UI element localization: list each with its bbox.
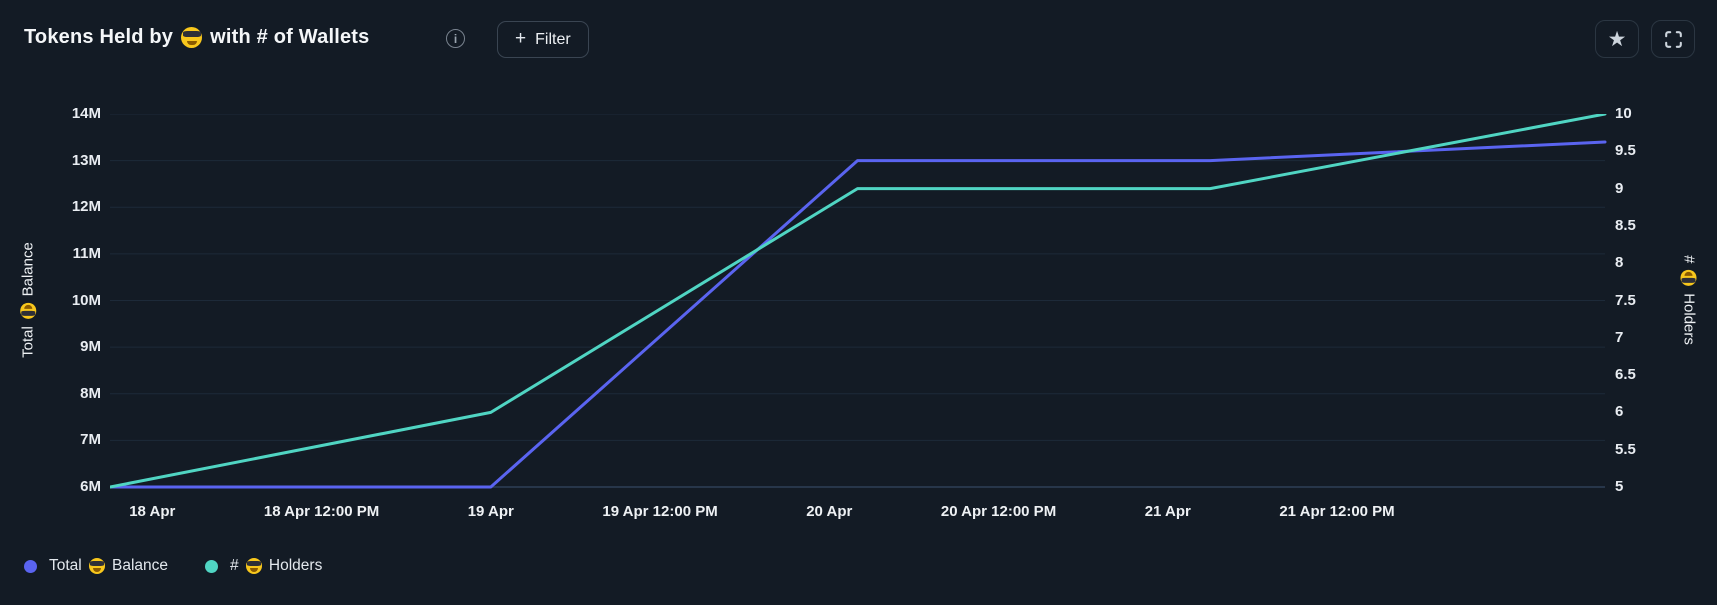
y-tick-right: 6.5 bbox=[1615, 366, 1636, 384]
sunglasses-emoji bbox=[20, 303, 36, 320]
legend-dot-holders bbox=[205, 559, 219, 573]
x-tick: 18 Apr 12:00 PM bbox=[263, 503, 380, 520]
filter-button-label: Filter bbox=[535, 30, 571, 48]
y-tick-left: 9M bbox=[80, 338, 101, 356]
y-tick-right: 8.5 bbox=[1615, 216, 1636, 234]
filter-button[interactable]: + Filter bbox=[497, 21, 589, 58]
x-tick: 19 Apr 12:00 PM bbox=[602, 503, 718, 520]
legend-label-total-balance: Total Balance bbox=[49, 557, 168, 575]
legend-item-holders[interactable]: # Holders bbox=[205, 557, 322, 575]
title-text-prefix: Tokens Held by bbox=[24, 26, 174, 48]
y-tick-left: 11M bbox=[72, 244, 101, 262]
x-tick: 18 Apr bbox=[129, 503, 176, 520]
star-icon: ★ bbox=[1607, 27, 1627, 51]
legend-text: Balance bbox=[112, 557, 169, 574]
y-tick-right: 7 bbox=[1615, 328, 1624, 346]
y-tick-left: 8M bbox=[80, 384, 101, 402]
x-tick: 21 Apr bbox=[1144, 503, 1191, 520]
x-tick: 21 Apr 12:00 PM bbox=[1279, 503, 1395, 520]
x-tick: 20 Apr bbox=[806, 503, 853, 520]
y-tick-left: 10M bbox=[71, 291, 101, 309]
y-tick-right: 6 bbox=[1615, 403, 1624, 421]
y-tick-left: 6M bbox=[80, 478, 101, 495]
legend-item-total-balance[interactable]: Total Balance bbox=[24, 557, 168, 575]
y-tick-right: 8 bbox=[1615, 254, 1624, 272]
fullscreen-corners-icon bbox=[1664, 30, 1682, 48]
y-tick-left: 13M bbox=[71, 151, 101, 169]
right-axis-title-prefix: # bbox=[1680, 255, 1698, 264]
plot-canvas bbox=[110, 114, 1607, 489]
legend-label-holders: # Holders bbox=[230, 557, 322, 575]
y-tick-right: 5.5 bbox=[1615, 440, 1636, 458]
sunglasses-emoji bbox=[245, 557, 262, 575]
y-tick-left: 7M bbox=[80, 431, 101, 449]
legend-text: Holders bbox=[268, 557, 323, 574]
x-tick: 19 Apr bbox=[467, 503, 514, 520]
legend-dot-total-balance bbox=[24, 559, 37, 573]
y-tick-left: 14M bbox=[71, 105, 101, 122]
y-tick-right: 5 bbox=[1615, 478, 1624, 495]
y-tick-right: 7.5 bbox=[1615, 291, 1636, 309]
right-axis-title: # Holders bbox=[1681, 255, 1698, 345]
y-tick-left: 12M bbox=[71, 198, 101, 216]
expand-button[interactable] bbox=[1651, 20, 1695, 58]
right-axis-title-suffix: Holders bbox=[1680, 293, 1698, 345]
series-line-holders bbox=[110, 114, 1607, 489]
sunglasses-emoji bbox=[1681, 270, 1697, 287]
info-icon[interactable]: i bbox=[446, 29, 465, 48]
legend-text: Total bbox=[49, 557, 82, 574]
left-axis-title-prefix: Total bbox=[19, 326, 37, 358]
x-tick: 20 Apr 12:00 PM bbox=[940, 503, 1057, 520]
series-line-total-balance bbox=[110, 140, 1607, 489]
left-axis-title-suffix: Balance bbox=[19, 242, 37, 297]
legend-text: # bbox=[230, 557, 239, 574]
chart-header: Tokens Held by with # of Wallets i + Fil… bbox=[0, 0, 1717, 78]
page-title: Tokens Held by with # of Wallets bbox=[24, 26, 369, 49]
title-text-suffix: with # of Wallets bbox=[210, 26, 370, 48]
y-tick-right: 9 bbox=[1615, 179, 1624, 197]
y-tick-right: 10 bbox=[1615, 105, 1632, 122]
left-axis-title: Total Balance bbox=[20, 242, 37, 358]
favorite-button[interactable]: ★ bbox=[1595, 20, 1639, 58]
sunglasses-emoji bbox=[88, 557, 106, 575]
sunglasses-emoji bbox=[181, 27, 203, 48]
plus-icon: + bbox=[515, 27, 527, 49]
legend: Total Balance # Holders bbox=[24, 553, 322, 579]
y-tick-right: 9.5 bbox=[1615, 142, 1636, 160]
